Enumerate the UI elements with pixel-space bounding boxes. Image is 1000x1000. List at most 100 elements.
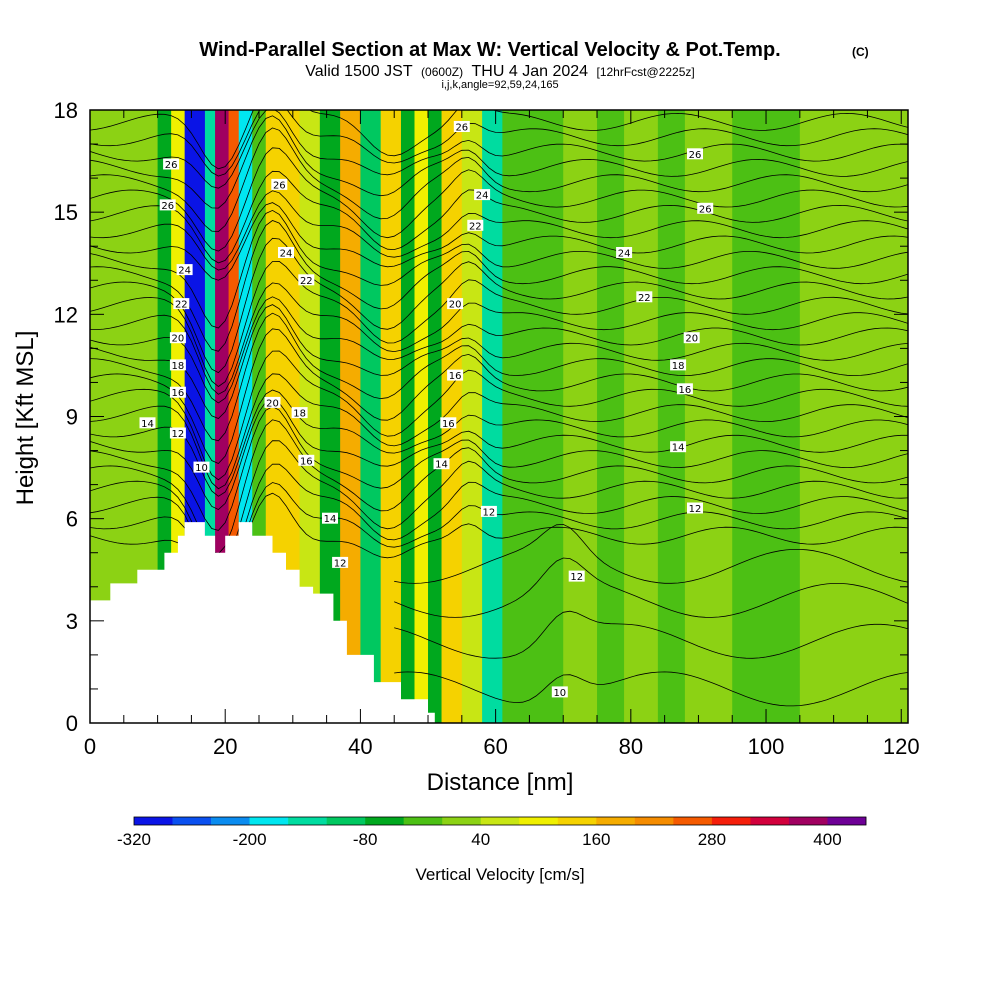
contour-label-text: 12 (570, 572, 583, 583)
colorbar-tick-label: 160 (582, 830, 610, 849)
velocity-band (461, 110, 483, 723)
contour-label-bg (467, 219, 484, 231)
colorbar-swatch (634, 817, 674, 825)
x-tick-labels: 0 20 40 60 80 100 120 (84, 734, 920, 759)
contour-label-text: 12 (483, 507, 496, 518)
velocity-band (482, 110, 503, 723)
contour-label-text: 18 (293, 409, 306, 420)
plot-area: 26 26 26 26 26 26 24 22 24 24 24 22 22 22 20 20 20 18 18 16… (90, 110, 908, 723)
theta-contour-line (90, 406, 908, 531)
contour-label-bg (176, 264, 193, 276)
colorbar-swatch (519, 817, 559, 825)
velocity-band (360, 110, 382, 723)
section-indices: i,j,k,angle=92,59,24,165 (441, 79, 558, 91)
contour-label: 20 (169, 332, 186, 345)
y-tick-labels: 0 3 6 9 12 15 18 (54, 98, 78, 736)
contour-label: 26 (697, 202, 714, 215)
velocity-band (428, 110, 443, 723)
contour-label: 16 (169, 386, 186, 399)
colorbar-tick-label: 280 (698, 830, 726, 849)
contour-label: 16 (676, 383, 693, 396)
x-tick-label: 20 (213, 734, 237, 759)
colorbar-tick-labels: -320 -200 -80 40 160 280 400 (117, 830, 842, 849)
colorbar-swatch (326, 817, 366, 825)
contour-label-bg (264, 396, 281, 408)
contour-label-text: 22 (638, 293, 651, 304)
theta-contour-line (394, 557, 908, 618)
theta-contour-line (90, 312, 908, 442)
colorbar-swatch (365, 817, 404, 825)
contour-label-bg (453, 121, 470, 132)
theta-contour-line (90, 110, 908, 170)
colorbar-swatch (211, 817, 250, 825)
contour-label-bg (159, 199, 176, 211)
theta-contour-line (90, 110, 908, 189)
contour-label-text: 18 (172, 361, 185, 372)
contour-label-text: 26 (455, 123, 468, 134)
contour-label-bg (298, 454, 315, 466)
velocity-band (502, 110, 564, 723)
colorbar-frame (133, 816, 867, 826)
contour-label-bg (169, 427, 186, 439)
contour-label-bg (474, 189, 491, 201)
velocity-band (597, 110, 625, 723)
colorbar-swatch (403, 817, 443, 825)
contour-label-text: 24 (280, 249, 293, 260)
contour-label-text: 20 (266, 398, 279, 409)
contour-label-bg (433, 458, 450, 470)
colorbar-tick-label: -320 (117, 830, 151, 849)
theta-contour-line (90, 202, 908, 281)
contour-label: 24 (176, 264, 193, 277)
contour-label: 12 (568, 570, 585, 583)
utc-time: (0600Z) (421, 65, 463, 79)
axis-ticks (89, 109, 908, 724)
theta-contour-line (90, 398, 908, 510)
contour-label-text: 12 (334, 558, 347, 569)
colorbar-swatch (711, 817, 751, 825)
theta-contour-line (90, 260, 908, 388)
contour-label-text: 26 (165, 160, 178, 171)
velocity-band (732, 110, 801, 723)
contour-label: 10 (193, 461, 210, 474)
contour-label-bg (278, 247, 294, 258)
contour-label-text: 14 (141, 419, 154, 430)
theta-contour-line (90, 127, 908, 233)
contour-label-bg (616, 247, 633, 258)
contour-label-text: 16 (449, 371, 462, 382)
x-tick-label: 100 (748, 734, 785, 759)
y-tick-label: 18 (54, 98, 78, 123)
x-tick-label: 60 (483, 734, 507, 759)
colorbar-swatch (673, 817, 713, 825)
contour-label-text: 12 (689, 504, 702, 515)
contour-label-bg (139, 417, 156, 429)
contour-label: 12 (169, 427, 186, 440)
contour-label-bg (551, 686, 568, 698)
colorbar-swatch (596, 817, 636, 825)
x-tick-label: 120 (883, 734, 920, 759)
contour-label-bg (163, 158, 180, 170)
contour-label-text: 14 (435, 460, 448, 471)
contour-label-bg (480, 505, 497, 517)
colorbar-swatch (788, 817, 828, 825)
contour-label-text: 26 (273, 180, 286, 191)
colorbar-tick-label: 40 (471, 830, 490, 849)
theta-contour-line (90, 282, 908, 395)
theta-contour-line (394, 671, 908, 707)
contour-label: 26 (453, 121, 470, 134)
velocity-band (400, 110, 415, 723)
theta-contour-line (90, 350, 908, 481)
contour-label-bg (676, 383, 693, 395)
colorbar-tick-label: -80 (353, 830, 378, 849)
velocity-band (340, 110, 361, 723)
contour-label: 14 (139, 417, 156, 430)
y-tick-label: 9 (66, 405, 78, 430)
colorbar-swatch (134, 817, 173, 825)
contour-label-text: 24 (476, 191, 489, 202)
velocity-band (299, 110, 321, 723)
contour-label: 18 (291, 407, 308, 420)
theta-contour-line (90, 328, 908, 464)
copyright-mark: (C) (852, 45, 869, 59)
velocity-band (204, 110, 216, 723)
theta-contour-line (90, 237, 908, 374)
